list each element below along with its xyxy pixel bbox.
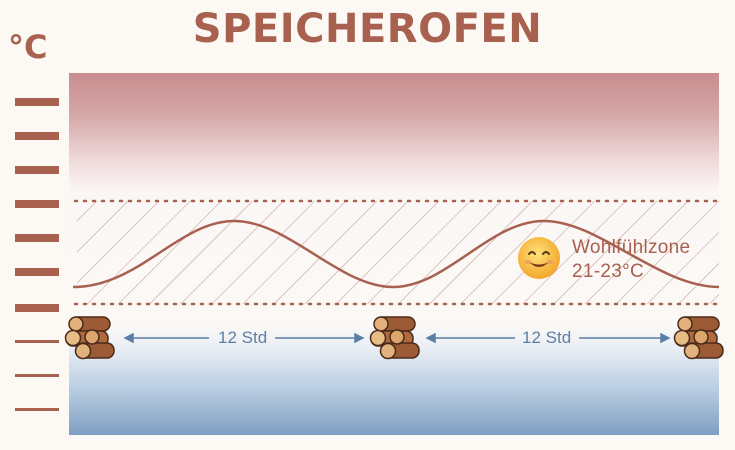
firewood-logs-icon [64,316,115,360]
scale-tick [15,132,59,140]
scale-tick [15,234,59,242]
comfort-zone-graphic [72,199,719,344]
scale-tick [15,98,59,106]
smiling-face-icon [518,237,560,279]
interval-arrows [123,332,671,344]
firewood-logs-icon [673,316,724,360]
scale-tick [15,166,59,174]
temperature-curve [72,219,719,289]
temperature-scale [15,98,60,418]
scale-tick [15,304,59,312]
scale-tick [15,374,59,377]
comfort-zone-name: Wohlfühlzone [572,237,691,258]
interval-label: 12 Std [522,328,572,347]
temperature-unit-label: °C [8,28,48,66]
comfort-zone-label: Wohlfühlzone 21-23°C [572,236,690,284]
firewood-logs-icon [369,316,420,360]
temperature-panel [69,73,719,435]
scale-tick [15,408,59,411]
scale-tick [15,200,59,208]
scale-tick [15,268,59,276]
diagram-title: SPEICHEROFEN [192,6,543,52]
scale-tick [15,340,59,343]
comfort-zone-range: 21-23°C [572,261,645,282]
interval-label: 12 Std [218,328,268,347]
